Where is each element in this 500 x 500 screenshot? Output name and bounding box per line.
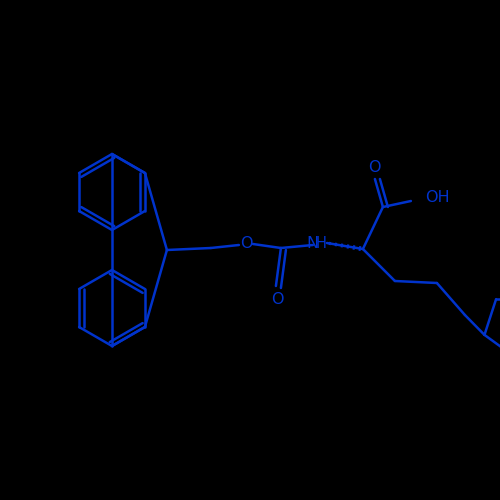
Text: H: H [316, 236, 326, 250]
Text: O: O [270, 292, 283, 306]
Text: OH: OH [425, 190, 450, 204]
Text: O: O [240, 236, 252, 252]
Text: N: N [307, 236, 319, 250]
Text: O: O [368, 160, 380, 176]
